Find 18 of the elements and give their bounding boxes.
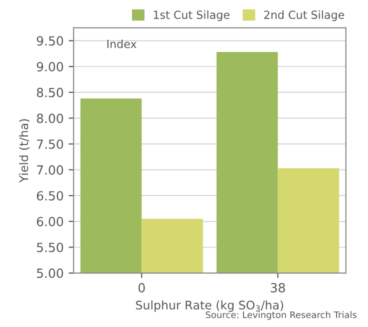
annotation: Index [107, 40, 137, 48]
y-axis-title: Yield (t/ha) [19, 119, 30, 183]
legend-label: 2nd Cut Silage [264, 10, 344, 22]
y-tick-label: 6.00 [36, 216, 64, 226]
x-axis-title: Sulphur Rate (kg SO$_{3}$/ha) [136, 300, 284, 312]
y-tick-label: 5.00 [37, 268, 64, 278]
legend-label: 1st Cut Silage [154, 10, 230, 22]
y-tick-label: 8.50 [36, 88, 64, 98]
source-note: Source: Levington Research Trials [206, 311, 357, 320]
y-tick-label: 9.50 [36, 36, 64, 46]
y-tick-label: 7.50 [37, 139, 64, 149]
y-tick-label: 5.50 [37, 242, 64, 252]
y-tick-label: 7.00 [37, 165, 64, 175]
y-tick-label: 9.00 [36, 62, 64, 72]
x-tick-label: 0 [138, 282, 145, 292]
x-tick-label: 38 [270, 282, 285, 292]
y-tick-label: 6.50 [36, 191, 64, 201]
y-tick-label: 8.00 [36, 114, 64, 124]
